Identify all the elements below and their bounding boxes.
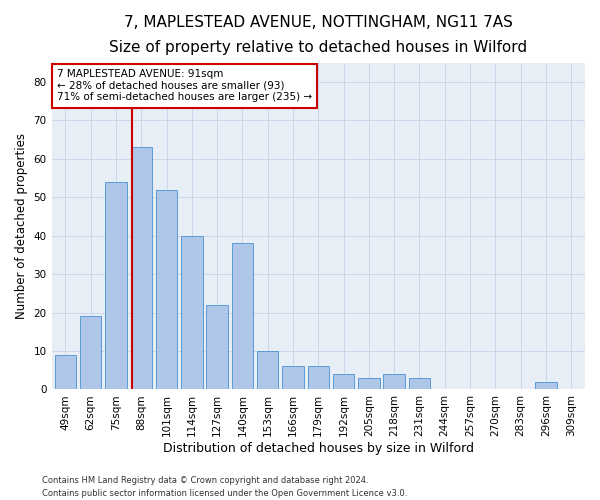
Bar [55, 355, 76, 390]
Bar [105, 182, 127, 390]
Bar [535, 382, 557, 390]
Y-axis label: Number of detached properties: Number of detached properties [15, 133, 28, 319]
Bar [383, 374, 405, 390]
Title: 7, MAPLESTEAD AVENUE, NOTTINGHAM, NG11 7AS
Size of property relative to detached: 7, MAPLESTEAD AVENUE, NOTTINGHAM, NG11 7… [109, 15, 527, 54]
Text: 7 MAPLESTEAD AVENUE: 91sqm
← 28% of detached houses are smaller (93)
71% of semi: 7 MAPLESTEAD AVENUE: 91sqm ← 28% of deta… [57, 69, 312, 102]
Bar [181, 236, 203, 390]
Bar [409, 378, 430, 390]
Bar [308, 366, 329, 390]
Bar [80, 316, 101, 390]
Bar [257, 351, 278, 390]
Bar [131, 148, 152, 390]
Text: Contains HM Land Registry data © Crown copyright and database right 2024.
Contai: Contains HM Land Registry data © Crown c… [42, 476, 407, 498]
Bar [232, 244, 253, 390]
Bar [156, 190, 178, 390]
Bar [206, 305, 228, 390]
Bar [358, 378, 380, 390]
X-axis label: Distribution of detached houses by size in Wilford: Distribution of detached houses by size … [163, 442, 474, 455]
Bar [333, 374, 354, 390]
Bar [282, 366, 304, 390]
